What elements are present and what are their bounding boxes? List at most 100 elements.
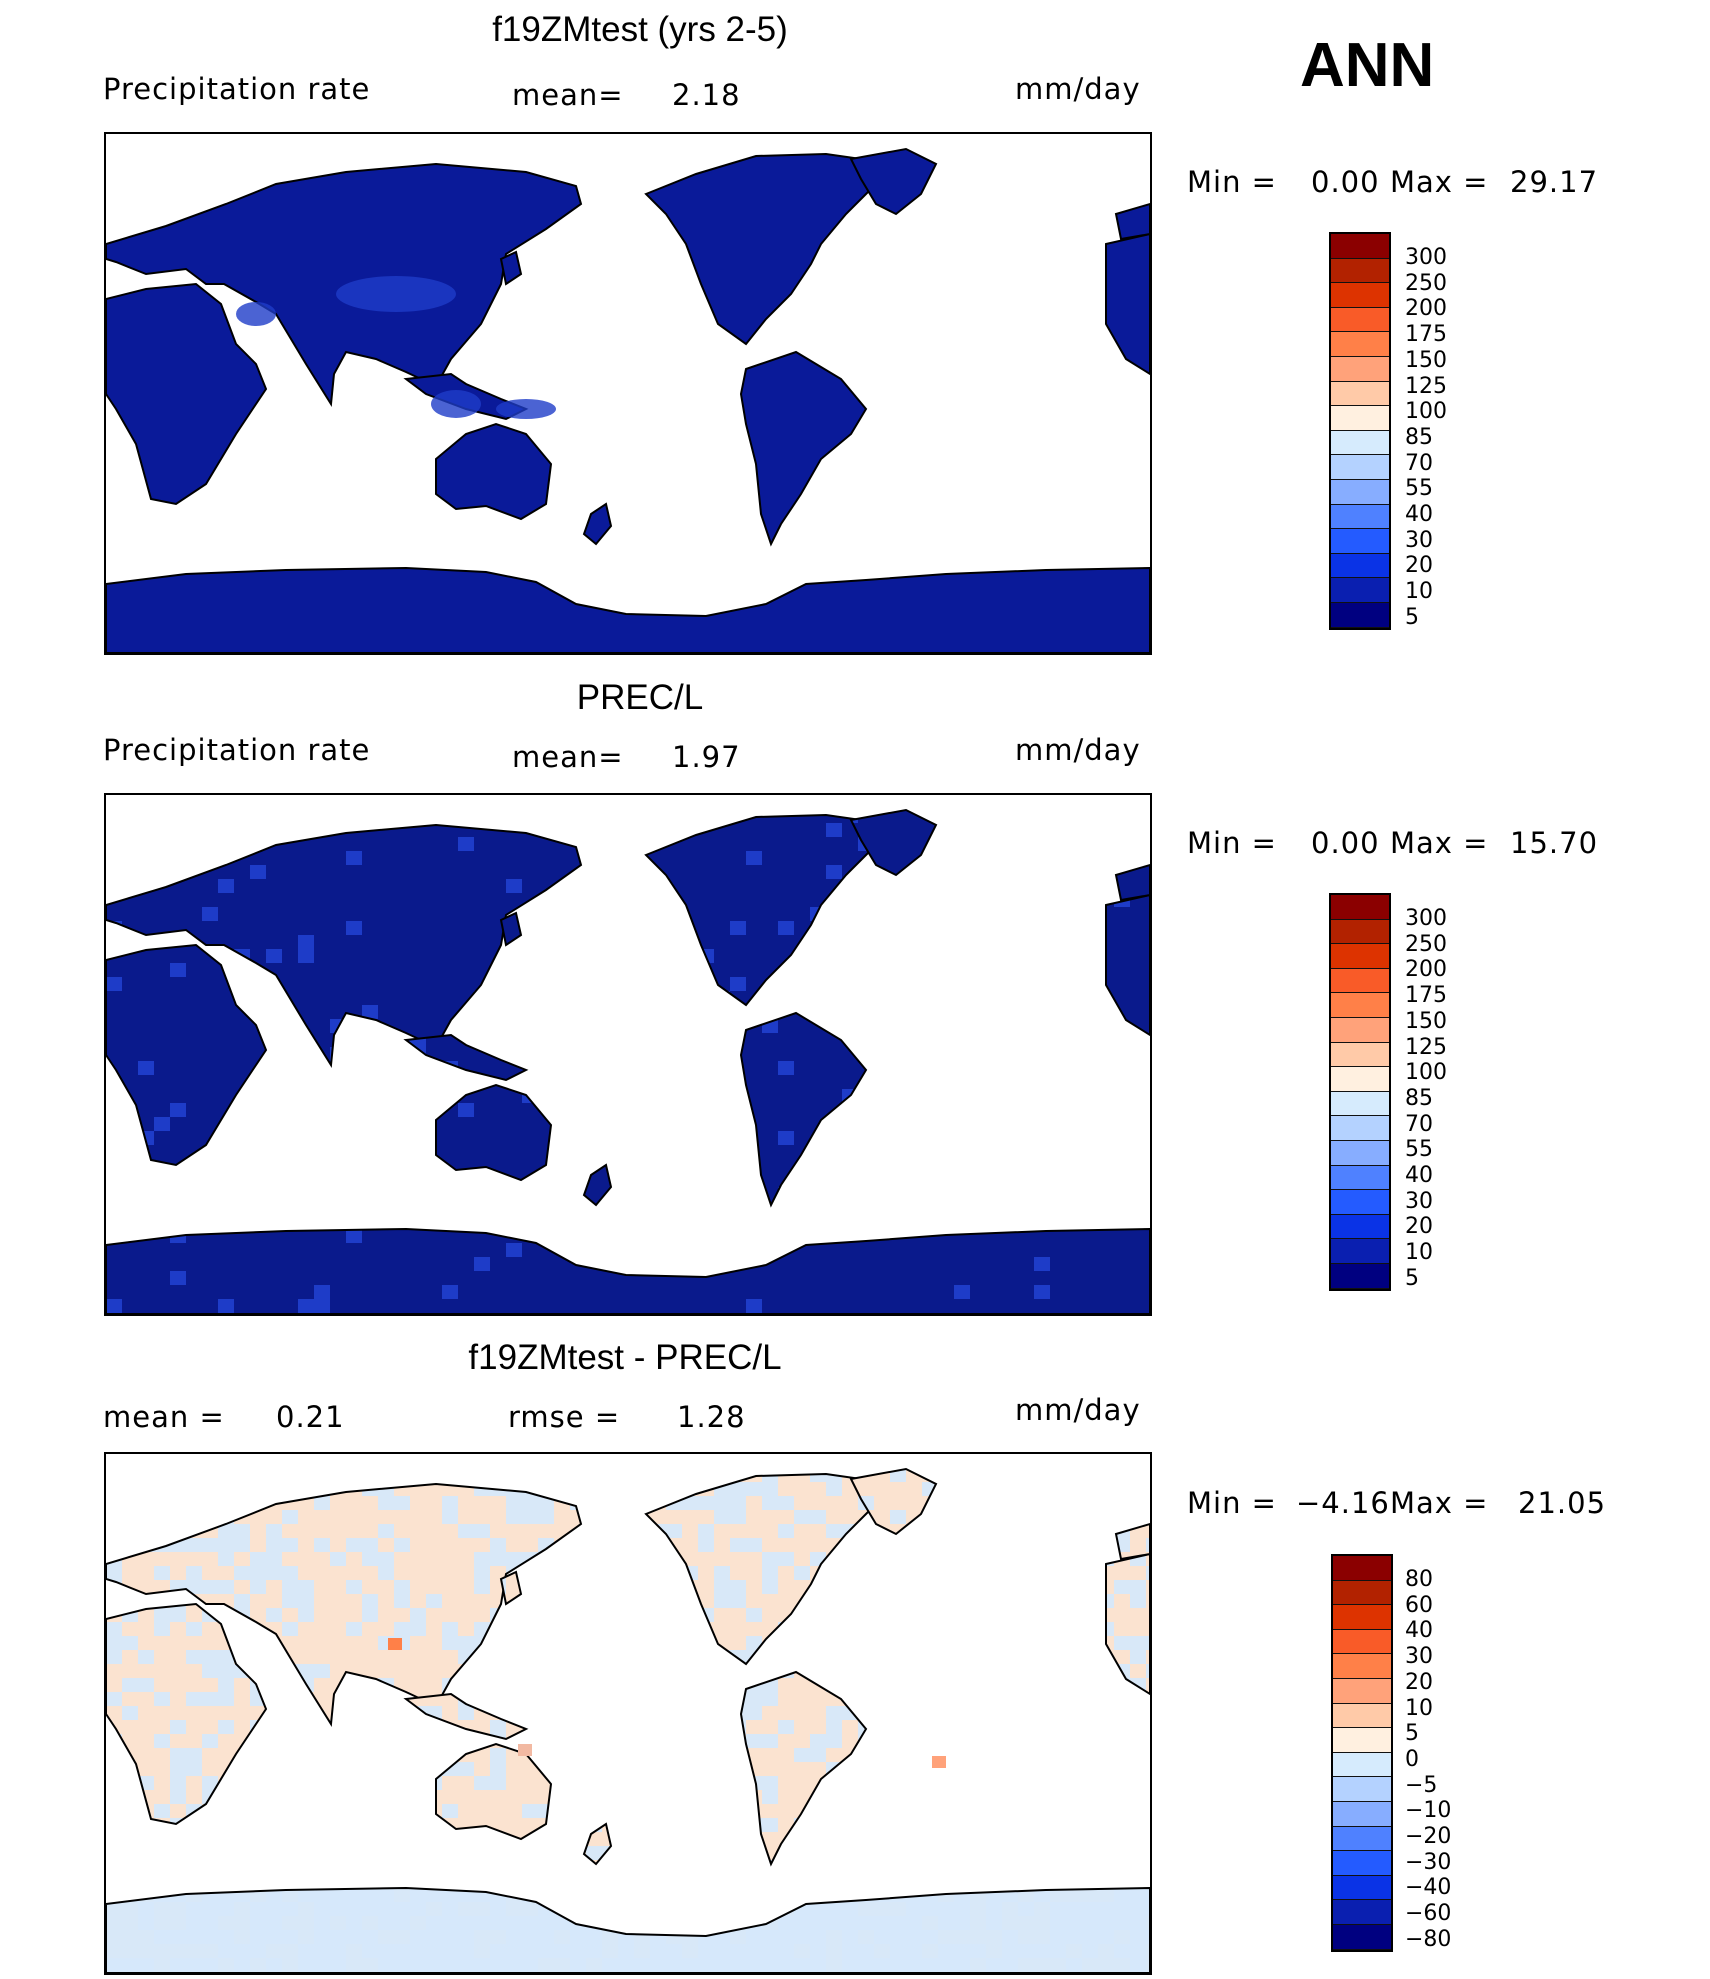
scale-tick-label: 85 (1405, 1085, 1433, 1111)
scale-tick-label: 55 (1405, 1137, 1433, 1163)
scale-tick-label: 40 (1405, 1618, 1433, 1644)
scale-swatch (1333, 1801, 1391, 1827)
difference-hotspot (388, 1638, 402, 1650)
scale-swatch (1333, 1605, 1391, 1630)
scale-tick-label: −40 (1405, 1875, 1452, 1901)
scale-tick-label: 20 (1405, 1669, 1433, 1695)
scale-tick-label: 300 (1405, 245, 1447, 270)
scale-tick-label: 175 (1405, 983, 1447, 1009)
landmass-antarctica (106, 566, 1150, 653)
scale-swatch (1331, 1042, 1389, 1068)
map-panel (104, 793, 1152, 1316)
scale-swatch (1331, 1214, 1389, 1240)
scale-swatch (1333, 1924, 1391, 1950)
scale-swatch (1331, 234, 1389, 259)
scale-swatch (1331, 944, 1389, 969)
scale-swatch (1333, 1875, 1391, 1901)
scale-swatch (1331, 993, 1389, 1018)
scale-tick-label: 55 (1405, 476, 1433, 502)
scale-swatch (1331, 1140, 1389, 1166)
difference-hotspot (932, 1756, 946, 1768)
scale-tick-label: 5 (1405, 1265, 1419, 1291)
scale-tick-label: 175 (1405, 322, 1447, 348)
scale-tick-label: 5 (1405, 604, 1419, 630)
scale-swatch (1331, 381, 1389, 407)
mean-value: 1.97 (672, 740, 741, 774)
rmse-value: 1.28 (677, 1400, 746, 1434)
units-label: mm/day (1015, 1393, 1141, 1427)
scale-swatch (1331, 307, 1389, 333)
landmass-samerica (739, 350, 868, 547)
min-value: 0.00 (1311, 826, 1380, 860)
map-panel (104, 1452, 1152, 1975)
scale-swatch (1333, 1556, 1391, 1581)
scale-swatch (1331, 258, 1389, 284)
units-label: mm/day (1015, 72, 1141, 106)
scale-swatch (1333, 1629, 1391, 1655)
scale-swatch (1331, 283, 1389, 308)
scale-tick-label: 30 (1405, 1188, 1433, 1214)
world-map (106, 147, 1150, 653)
mean-label: mean = (103, 1400, 225, 1434)
landmass-africaE (1114, 202, 1150, 241)
landmass-africa (106, 282, 268, 506)
precip-region (431, 390, 481, 418)
map-panel (104, 132, 1152, 655)
scale-tick-label: 5 (1405, 1721, 1419, 1747)
color-scale (1329, 232, 1391, 630)
scale-tick-label: 40 (1405, 502, 1433, 527)
scale-swatch (1333, 1826, 1391, 1852)
scale-tick-label: 100 (1405, 399, 1447, 425)
scale-tick-label: 125 (1405, 373, 1447, 399)
min-value: 0.00 (1311, 165, 1380, 199)
panel-title: f19ZMtest (yrs 2-5) (492, 10, 788, 49)
scale-swatch (1331, 1239, 1389, 1264)
max-value: 15.70 (1510, 826, 1599, 860)
max-label: Max = (1390, 1486, 1489, 1520)
scale-tick-label: −5 (1405, 1772, 1438, 1798)
scale-swatch (1331, 529, 1389, 554)
scale-tick-label: 30 (1405, 527, 1433, 553)
scale-swatch (1331, 356, 1389, 382)
landmass-japan (499, 911, 523, 947)
scale-swatch (1331, 1017, 1389, 1043)
scale-tick-label: 10 (1405, 579, 1433, 605)
landmass-africaE (1114, 1522, 1150, 1561)
mean-value: 2.18 (672, 78, 741, 112)
scale-swatch (1333, 1580, 1391, 1606)
landmass-nzeal (582, 1163, 613, 1207)
min-label: Min = (1187, 1486, 1277, 1520)
scale-swatch (1331, 332, 1389, 357)
landmass-namerica (644, 152, 899, 346)
scale-tick-label: 200 (1405, 296, 1447, 322)
landmass-africaE (1114, 863, 1150, 902)
scale-swatch (1331, 553, 1389, 579)
color-scale (1329, 893, 1391, 1291)
scale-swatch (1331, 602, 1389, 628)
scale-swatch (1331, 479, 1389, 505)
scale-tick-label: 20 (1405, 553, 1433, 579)
scale-tick-label: 70 (1405, 450, 1433, 476)
scale-swatch (1333, 1728, 1391, 1753)
scale-tick-label: 60 (1405, 1592, 1433, 1618)
scale-swatch (1333, 1752, 1391, 1778)
scale-tick-label: 30 (1405, 1644, 1433, 1670)
scale-swatch (1331, 1165, 1389, 1191)
scale-swatch (1333, 1851, 1391, 1876)
landmass-africa (106, 1602, 268, 1826)
difference-hotspot (518, 1744, 532, 1756)
max-label: Max = (1390, 826, 1489, 860)
scale-tick-label: 125 (1405, 1034, 1447, 1060)
mean-value: 0.21 (276, 1400, 345, 1434)
mean-label: mean= (512, 740, 624, 774)
scale-swatch (1333, 1777, 1391, 1802)
landmass-eastedge (1105, 232, 1150, 376)
scale-swatch (1331, 919, 1389, 945)
scale-swatch (1331, 504, 1389, 530)
color-scale (1331, 1554, 1393, 1952)
max-label: Max = (1390, 165, 1489, 199)
scale-tick-label: 100 (1405, 1060, 1447, 1086)
scale-swatch (1331, 430, 1389, 456)
scale-tick-label: −10 (1405, 1798, 1452, 1824)
scale-swatch (1333, 1678, 1391, 1704)
